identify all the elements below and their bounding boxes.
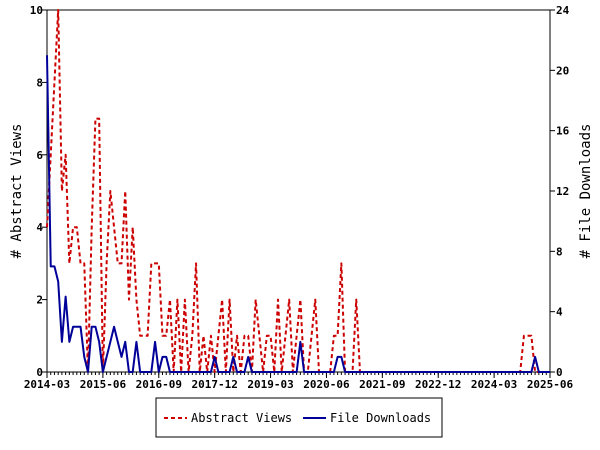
y-right-tick-label: 0 bbox=[556, 366, 563, 379]
x-tick-label: 2024-03 bbox=[471, 378, 517, 391]
y-left-axis-title: # Abstract Views bbox=[9, 124, 25, 259]
x-tick-label: 2015-06 bbox=[80, 378, 127, 391]
y-left-tick-label: 0 bbox=[36, 366, 43, 379]
y-left-tick-label: 6 bbox=[36, 149, 43, 162]
legend-box bbox=[155, 397, 443, 438]
x-tick-label: 2014-03 bbox=[24, 378, 70, 391]
legend: Abstract Views File Downloads bbox=[155, 397, 443, 438]
y-right-tick-label: 8 bbox=[556, 245, 563, 258]
y-right-tick-label: 24 bbox=[556, 4, 570, 17]
y-right-axis-title: # File Downloads bbox=[578, 124, 594, 259]
x-tick-label: 2016-09 bbox=[136, 378, 182, 391]
x-tick-label: 2021-09 bbox=[359, 378, 405, 391]
y-right-tick-label: 20 bbox=[556, 64, 569, 77]
series-line-file-downloads bbox=[46, 55, 550, 373]
y-right-axis-ticks: 0 4 8 12 16 20 24 bbox=[550, 4, 570, 379]
x-tick-label: 2025-06 bbox=[527, 378, 574, 391]
y-left-tick-label: 2 bbox=[36, 294, 43, 307]
x-tick-label: 2019-03 bbox=[247, 378, 293, 391]
y-left-tick-label: 4 bbox=[36, 221, 43, 234]
y-right-tick-label: 4 bbox=[556, 306, 563, 319]
x-tick-label: 2017-12 bbox=[191, 378, 237, 391]
y-left-tick-label: 8 bbox=[36, 76, 43, 89]
legend-label-file-downloads: File Downloads bbox=[330, 411, 431, 425]
y-right-tick-label: 12 bbox=[556, 185, 569, 198]
y-right-tick-label: 16 bbox=[556, 125, 570, 138]
x-tick-label: 2022-12 bbox=[415, 378, 461, 391]
x-tick-label: 2020-06 bbox=[303, 378, 350, 391]
series-line-abstract-views bbox=[46, 9, 550, 373]
x-axis-ticks: 2014-03 2015-06 2016-09 2017-12 2019-03 2020-… bbox=[24, 372, 574, 391]
y-left-axis-ticks: 0 2 4 6 8 10 bbox=[30, 4, 47, 379]
legend-label-abstract-views: Abstract Views bbox=[191, 411, 292, 425]
series-layer bbox=[46, 9, 550, 373]
y-left-tick-label: 10 bbox=[30, 4, 43, 17]
